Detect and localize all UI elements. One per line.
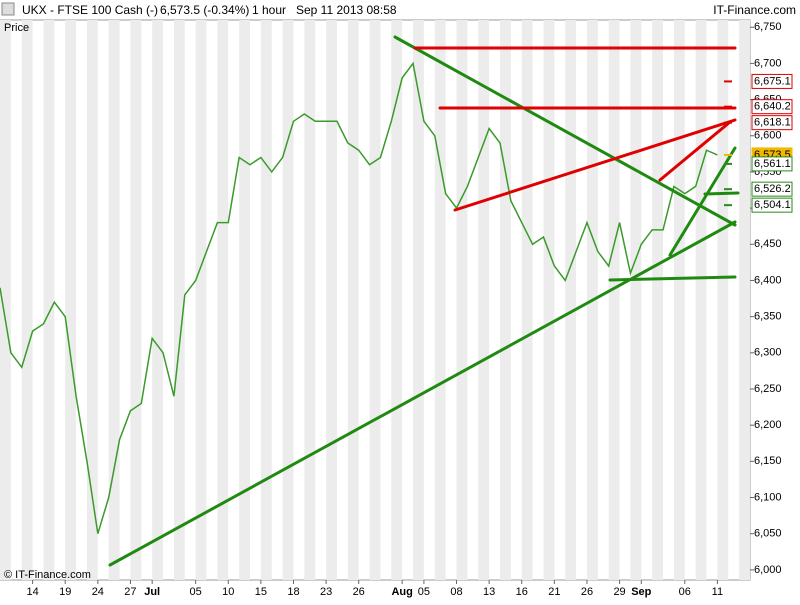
y-tick-label: 6,100 xyxy=(754,491,782,503)
day-stripe xyxy=(695,20,707,580)
level-label: 6,504.1 xyxy=(754,199,791,211)
day-stripe xyxy=(65,20,77,580)
x-tick-label: 18 xyxy=(287,586,299,598)
trend-line xyxy=(658,120,732,182)
day-stripe xyxy=(521,20,533,580)
trend-lines xyxy=(108,35,740,567)
timestamp: Sep 11 2013 08:58 xyxy=(296,3,397,17)
level-label: 6,640.2 xyxy=(754,101,791,113)
y-tick-label: 6,150 xyxy=(754,455,782,467)
y-tick-label: 6,450 xyxy=(754,238,782,250)
icon xyxy=(1,2,15,16)
y-tick-label: 6,750 xyxy=(754,21,782,33)
level-label: 6,561.1 xyxy=(754,158,791,170)
x-tick-label: 10 xyxy=(222,586,234,598)
x-tick-label: 26 xyxy=(581,586,593,598)
x-tick-label: 19 xyxy=(59,586,71,598)
trend-line xyxy=(393,35,737,227)
day-stripe xyxy=(108,20,120,580)
day-stripe xyxy=(456,20,468,580)
day-stripe xyxy=(630,20,642,580)
y-tick-label: 6,300 xyxy=(754,347,782,359)
day-stripe xyxy=(369,20,381,580)
day-stripe xyxy=(391,20,403,580)
day-stripe xyxy=(326,20,337,580)
day-stripe xyxy=(413,20,424,580)
x-tick-label: 06 xyxy=(679,586,691,598)
trend-line xyxy=(453,118,737,212)
day-stripe xyxy=(543,20,555,580)
day-stripe xyxy=(43,20,55,580)
day-stripe xyxy=(0,20,11,580)
day-stripe xyxy=(239,20,250,580)
day-stripe xyxy=(608,20,620,580)
price-line xyxy=(0,61,718,534)
day-stripe xyxy=(347,20,359,580)
x-tick-label: Sep xyxy=(631,586,651,598)
level-box xyxy=(751,181,793,197)
x-tick-label: 21 xyxy=(548,586,560,598)
brand[interactable]: IT-Finance.com xyxy=(713,3,796,17)
day-stripe xyxy=(434,20,446,580)
day-stripe xyxy=(217,20,229,580)
x-tick-label: Jul xyxy=(144,586,160,598)
y-tick-label: 6,400 xyxy=(754,274,782,286)
level-label: 6,526.2 xyxy=(754,183,791,195)
x-tick-label: 29 xyxy=(613,586,625,598)
x-tick-label: 23 xyxy=(320,586,332,598)
day-stripe xyxy=(152,20,164,580)
level-box xyxy=(751,197,793,213)
day-stripe xyxy=(86,20,98,580)
y-label: Price xyxy=(4,22,29,34)
quote: 6,573.5 (-0.34%) xyxy=(160,3,249,17)
y-tick-label: 6,600 xyxy=(754,130,782,142)
x-tick-label: 16 xyxy=(516,586,528,598)
x-tick-label: 14 xyxy=(26,586,38,598)
day-stripe xyxy=(173,20,185,580)
level-box xyxy=(751,156,793,172)
level-label: 6,675.1 xyxy=(754,75,791,87)
day-stripe xyxy=(739,20,750,580)
x-tick-label: 05 xyxy=(190,586,202,598)
x-tick-label: 26 xyxy=(353,586,365,598)
x-tick-label: 15 xyxy=(255,586,267,598)
level-box xyxy=(751,73,793,89)
day-stripe xyxy=(500,20,511,580)
day-stripe xyxy=(478,20,490,580)
y-tick-label: 6,050 xyxy=(754,528,782,540)
trend-line xyxy=(608,275,737,282)
trend-line xyxy=(703,191,740,196)
day-stripe xyxy=(21,20,33,580)
y-tick-label: 6,250 xyxy=(754,383,782,395)
day-stripe xyxy=(565,20,577,580)
interval: 1 hour xyxy=(252,3,286,17)
x-tick-label: 13 xyxy=(483,586,495,598)
level-label: 6,618.1 xyxy=(754,117,791,129)
day-stripe xyxy=(717,20,729,580)
day-stripe xyxy=(282,20,294,580)
x-tick-label: Aug xyxy=(391,586,412,598)
day-stripe xyxy=(130,20,142,580)
day-stripe xyxy=(195,20,207,580)
copyright: © IT-Finance.com xyxy=(4,569,91,581)
day-stripe xyxy=(260,20,272,580)
level-box xyxy=(751,99,793,115)
day-stripe xyxy=(652,20,664,580)
x-tick-label: 27 xyxy=(124,586,136,598)
x-tick-label: 05 xyxy=(418,586,430,598)
day-stripes xyxy=(0,20,750,580)
y-tick-label: 6,350 xyxy=(754,311,782,323)
level-box xyxy=(751,115,793,131)
x-tick-label: 11 xyxy=(712,586,723,598)
trend-line xyxy=(668,146,737,257)
day-stripe xyxy=(304,20,316,580)
y-tick-label: 6,000 xyxy=(754,564,782,576)
y-tick-label: 6,200 xyxy=(754,419,782,431)
x-tick-label: 08 xyxy=(450,586,462,598)
y-tick-label: 6,700 xyxy=(754,57,782,69)
symbol: UKX - FTSE 100 Cash (-) xyxy=(22,3,158,17)
x-tick-label: 24 xyxy=(92,586,104,598)
day-stripe xyxy=(673,20,685,580)
